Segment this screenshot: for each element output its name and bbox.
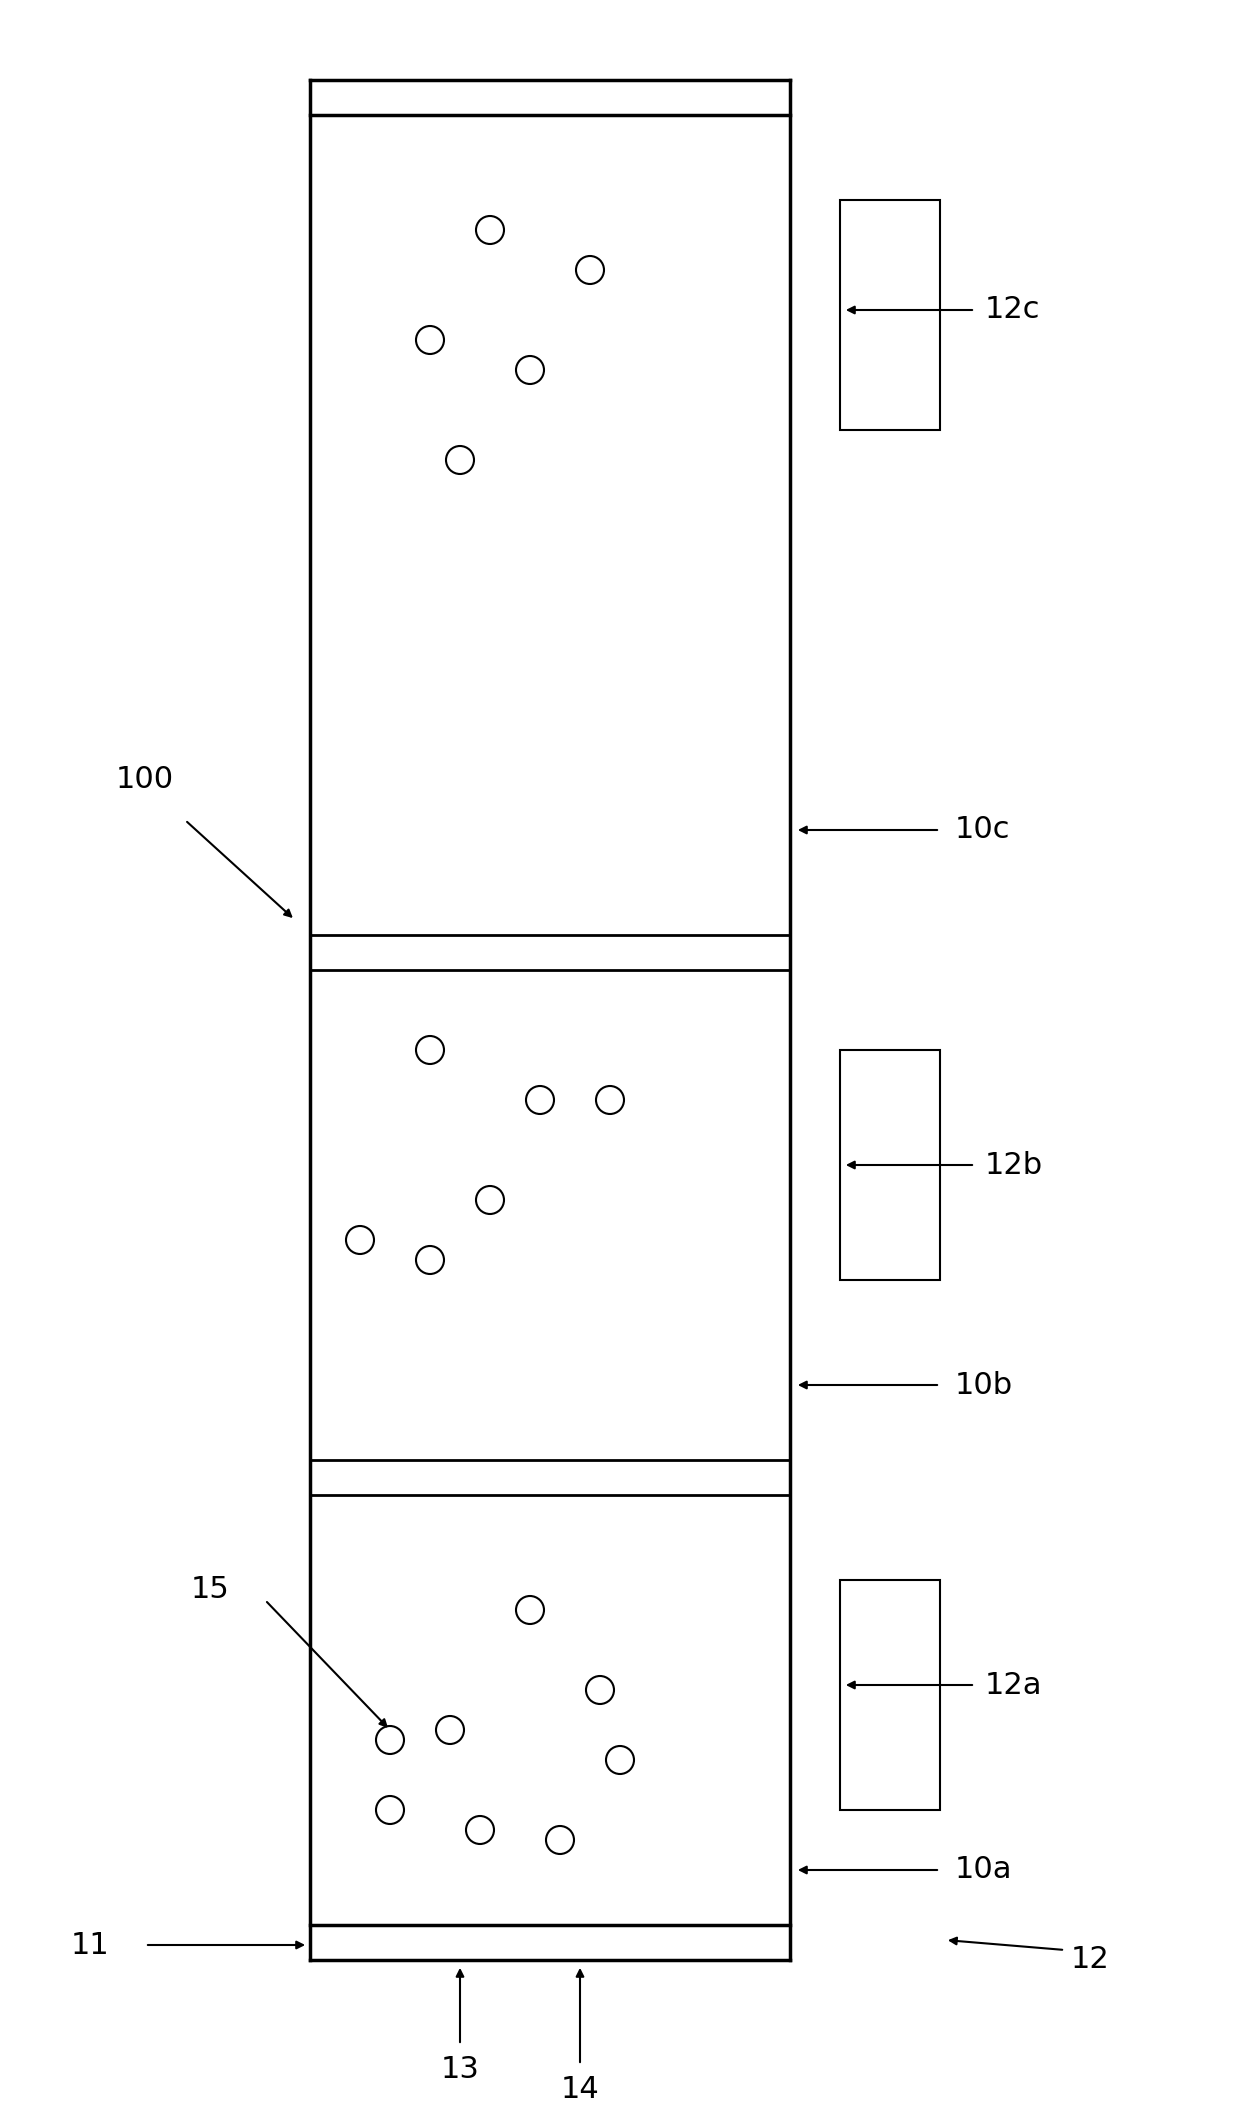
Text: 12b: 12b (985, 1151, 1043, 1179)
Text: 15: 15 (191, 1576, 229, 1604)
Bar (839, 1049, 940, 1281)
Text: 10b: 10b (955, 1370, 1013, 1400)
Bar (839, 200, 940, 429)
Text: 12: 12 (1070, 1946, 1110, 1975)
Text: 12c: 12c (985, 295, 1040, 325)
Text: 10c: 10c (955, 816, 1011, 845)
Text: 12a: 12a (985, 1669, 1043, 1699)
Text: 13: 13 (440, 2056, 480, 2084)
Text: 14: 14 (560, 2075, 599, 2105)
Text: 10a: 10a (955, 1856, 1013, 1884)
Text: 100: 100 (115, 765, 174, 794)
Text: 11: 11 (71, 1931, 109, 1960)
Bar (839, 1580, 940, 1810)
